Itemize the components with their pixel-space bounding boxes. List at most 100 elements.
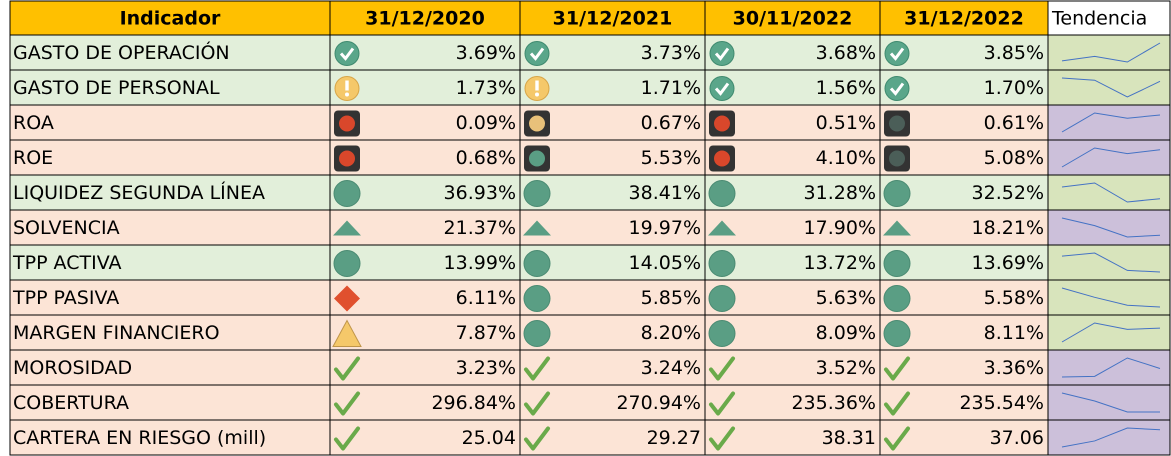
status-icon xyxy=(709,145,735,172)
status-icon xyxy=(884,145,910,172)
indicator-value: 5.63% xyxy=(816,287,876,309)
icon-part xyxy=(535,92,539,97)
sparkline xyxy=(1061,77,1161,98)
status-icon xyxy=(523,180,551,207)
indicator-value: 7.87% xyxy=(456,322,516,344)
icon-part xyxy=(708,320,736,347)
status-icon xyxy=(334,41,360,66)
header-label: Indicador xyxy=(120,8,221,30)
indicator-value: 3.68% xyxy=(816,42,876,64)
status-icon xyxy=(709,76,735,101)
icon-part xyxy=(524,391,550,416)
sparkline xyxy=(1061,357,1161,378)
indicator-value: 5.85% xyxy=(641,287,701,309)
indicator-name: TPP ACTIVA xyxy=(12,252,121,274)
indicator-value: 235.36% xyxy=(791,392,876,414)
icon-part xyxy=(523,285,551,312)
icon-part xyxy=(333,250,361,277)
header-label: 31/12/2022 xyxy=(904,8,1024,30)
status-icon xyxy=(523,320,551,347)
status-icon xyxy=(884,110,910,137)
header-label: 31/12/2020 xyxy=(365,8,485,30)
icon-part xyxy=(529,115,545,132)
status-icon xyxy=(708,285,736,312)
indicator-value: 38.41% xyxy=(629,182,701,204)
icon-part xyxy=(334,391,360,416)
icon-part xyxy=(332,319,362,347)
indicator-value: 5.08% xyxy=(984,147,1044,169)
icon-part xyxy=(339,115,355,132)
icon-part xyxy=(339,150,355,167)
indicator-value: 0.61% xyxy=(984,112,1044,134)
indicator-value: 1.73% xyxy=(456,77,516,99)
trend-cell xyxy=(1047,314,1171,351)
icon-part xyxy=(708,220,736,236)
icon-part xyxy=(708,285,736,312)
indicator-value: 31.28% xyxy=(804,182,876,204)
status-icon xyxy=(708,220,736,236)
indicator-name: SOLVENCIA xyxy=(13,217,120,239)
status-icon xyxy=(524,356,550,381)
icon-part xyxy=(714,82,730,96)
icon-part xyxy=(523,180,551,207)
indicator-value: 270.94% xyxy=(616,392,701,414)
indicator-value: 1.70% xyxy=(984,77,1044,99)
icon-part xyxy=(333,180,361,207)
indicator-value: 8.20% xyxy=(641,322,701,344)
indicator-name: MARGEN FINANCIERO xyxy=(13,322,220,344)
indicator-value: 6.11% xyxy=(456,287,516,309)
icon-part xyxy=(884,41,910,66)
sparkline xyxy=(1061,427,1161,448)
indicator-name: MOROSIDAD xyxy=(13,357,132,379)
icon-part xyxy=(709,426,735,451)
status-icon xyxy=(334,426,360,451)
icon-part xyxy=(884,356,910,381)
icon-part xyxy=(889,115,905,132)
status-icon xyxy=(709,356,735,381)
trend-cell xyxy=(1047,349,1171,386)
status-icon xyxy=(332,319,362,347)
indicator-value: 4.10% xyxy=(816,147,876,169)
status-icon xyxy=(333,250,361,277)
trend-cell xyxy=(1047,384,1171,421)
sparkline xyxy=(1061,392,1161,413)
sparkline xyxy=(1061,217,1161,238)
row-background xyxy=(9,384,1049,421)
status-icon xyxy=(883,180,911,207)
status-icon xyxy=(708,320,736,347)
status-icon xyxy=(709,110,735,137)
indicator-value: 3.69% xyxy=(456,42,516,64)
status-icon xyxy=(524,41,550,66)
icon-part xyxy=(889,150,905,167)
indicator-value: 8.11% xyxy=(984,322,1044,344)
indicator-value: 0.09% xyxy=(456,112,516,134)
indicator-value: 18.21% xyxy=(972,217,1044,239)
status-icon xyxy=(333,180,361,207)
status-icon xyxy=(334,145,360,172)
icon-part xyxy=(709,41,735,66)
header-cell xyxy=(329,0,521,36)
trend-cell xyxy=(1047,174,1171,211)
indicator-value: 3.52% xyxy=(816,357,876,379)
status-icon xyxy=(708,180,736,207)
header-cell xyxy=(519,0,706,36)
trend-cell xyxy=(1047,34,1171,71)
icon-part xyxy=(709,356,735,381)
indicator-value: 29.27 xyxy=(647,427,701,449)
indicator-value: 0.51% xyxy=(816,112,876,134)
icon-part xyxy=(889,82,905,96)
sparkline xyxy=(1061,287,1161,308)
icon-part xyxy=(709,391,735,416)
indicator-name: COBERTURA xyxy=(13,392,129,414)
indicator-value: 36.93% xyxy=(444,182,516,204)
icon-part xyxy=(884,76,910,101)
icon-part xyxy=(334,285,360,312)
sparkline xyxy=(1061,252,1161,273)
indicator-value: 0.67% xyxy=(641,112,701,134)
indicator-value: 13.99% xyxy=(444,252,516,274)
icon-part xyxy=(529,47,545,61)
icon-part xyxy=(883,220,911,236)
icon-part xyxy=(523,320,551,347)
indicator-value: 25.04 xyxy=(462,427,516,449)
trend-cell xyxy=(1047,419,1171,456)
